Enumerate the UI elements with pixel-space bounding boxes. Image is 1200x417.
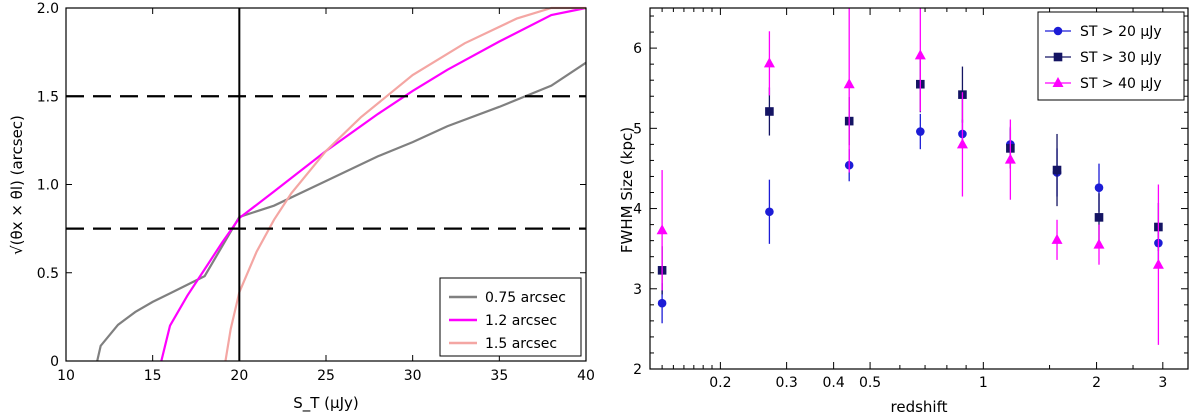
right-y-tick-label: 4 [633, 202, 642, 218]
left-ticks: 10 15 20 25 30 35 40 0 0.5 1.0 1.5 2.0 [37, 1, 595, 384]
data-point-triangle [914, 49, 926, 60]
data-point-square [1094, 213, 1104, 222]
left-x-axis-label: S_T (μJy) [293, 394, 359, 413]
left-x-tick-label: 30 [404, 368, 422, 384]
right-x-axis-label: redshift [891, 398, 948, 416]
data-point-triangle [1152, 258, 1164, 269]
left-panel: 10 15 20 25 30 35 40 0 0.5 1.0 1.5 2.0 S_T (μJy) √(… [8, 1, 595, 413]
data-point-triangle [763, 57, 775, 68]
right-x-tick-label: 0.4 [822, 375, 844, 391]
right-y-tick-label: 2 [633, 362, 642, 378]
left-reference-lines [66, 8, 586, 361]
legend-marker [1053, 52, 1063, 62]
legend-label: 1.5 arcsec [485, 336, 557, 352]
right-x-tick-label: 3 [1158, 375, 1167, 391]
legend-marker [1053, 26, 1063, 36]
legend-marker [1052, 77, 1064, 87]
right-y-axis-label: FWHM Size (kpc) [618, 127, 636, 253]
right-y-tick-label: 6 [633, 41, 642, 57]
legend-label: 1.2 arcsec [485, 313, 557, 329]
right-x-tick-label: 0.5 [859, 375, 881, 391]
left-legend: 0.75 arcsec 1.2 arcsec 1.5 arcsec [439, 277, 582, 357]
data-point-circle [765, 207, 774, 217]
data-point-circle [657, 298, 667, 308]
left-x-tick-label: 20 [230, 368, 248, 384]
data-point-triangle [1093, 238, 1105, 249]
left-x-tick-label: 40 [577, 368, 595, 384]
left-x-tick-label: 15 [144, 368, 162, 384]
right-y-tick-label: 5 [633, 121, 642, 137]
right-points [656, 8, 1164, 345]
left-plot-frame [65, 7, 587, 362]
curve-1.2-arcsec [160, 6, 587, 362]
right-x-tick-label: 2 [1092, 375, 1101, 391]
legend-label: 0.75 arcsec [485, 290, 566, 306]
right-plot-frame [649, 7, 1189, 370]
left-y-tick-label: 0 [50, 354, 59, 370]
data-point-triangle [656, 224, 668, 235]
data-point-triangle [1004, 153, 1016, 164]
right-x-tick-label: 1 [979, 375, 988, 391]
data-point-circle [1094, 183, 1104, 192]
left-y-tick-label: 1.5 [37, 89, 59, 105]
curve-0.75-arcsec [96, 61, 587, 362]
right-x-tick-label: 0.2 [709, 375, 731, 391]
right-y-tick-label: 3 [633, 282, 642, 298]
data-point-circle [916, 127, 925, 136]
data-point-triangle [1051, 233, 1063, 244]
left-y-axis-label: √(θx × θl) (arcsec) [8, 115, 26, 255]
right-panel: 0.2 0.3 0.4 0.5 1 2 3 2 3 4 5 6 redshift FWHM Size … [618, 7, 1189, 416]
right-legend: ST > 20 μJy ST > 30 μJy ST > 40 μJy [1037, 11, 1185, 101]
left-y-tick-label: 1.0 [37, 178, 59, 194]
legend-label: ST > 40 μJy [1080, 76, 1162, 92]
left-y-tick-label: 0.5 [37, 266, 59, 282]
data-point-square [1052, 165, 1062, 175]
right-x-tick-label: 0.3 [775, 375, 797, 391]
data-point-triangle [843, 78, 855, 89]
right-ticks: 0.2 0.3 0.4 0.5 1 2 3 2 3 4 5 6 [633, 8, 1188, 391]
legend-label: ST > 20 μJy [1080, 24, 1162, 40]
left-x-tick-label: 25 [317, 368, 335, 384]
legend-label: ST > 30 μJy [1080, 50, 1162, 66]
left-y-tick-label: 2.0 [37, 1, 59, 17]
left-x-tick-label: 10 [57, 368, 75, 384]
left-x-tick-label: 35 [490, 368, 508, 384]
data-point-triangle [956, 138, 968, 149]
data-point-square [765, 107, 774, 116]
